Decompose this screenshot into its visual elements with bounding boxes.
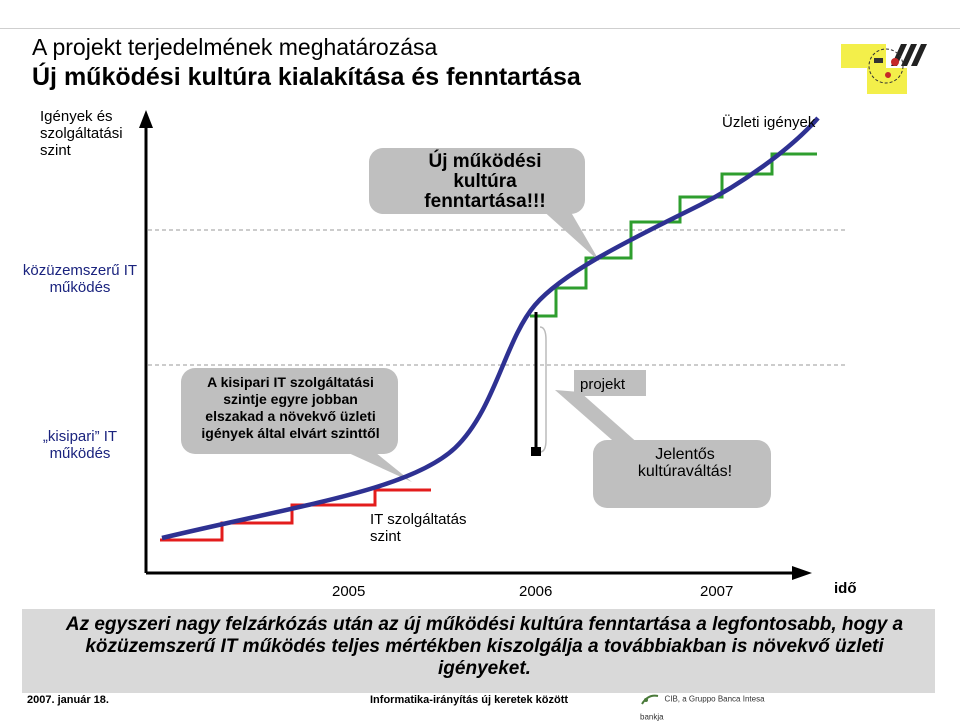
business-needs-curve: [161, 116, 820, 541]
it-service-label: IT szolgáltatás szint: [370, 511, 467, 545]
summary-text: Az egyszeri nagy felzárkózás után az új …: [65, 614, 904, 679]
gap-bubble-text: A kisipari IT szolgáltatási szintje egyr…: [201, 374, 380, 441]
year-label: 2007: [700, 583, 734, 600]
business-needs-label: Üzleti igények: [722, 114, 816, 131]
culture-bubble-text: Új működési kultúra fenntartása!!!: [424, 151, 546, 212]
project-pointer: [555, 390, 640, 447]
culture-change-text: Jelentős kultúraváltás!: [637, 446, 733, 480]
footer-logo: CIB, a Gruppo Banca Intesa bankja: [640, 690, 790, 721]
y-axis-label: Igények és szolgáltatási szint: [40, 108, 123, 159]
red-steps: [160, 488, 431, 542]
culture-change-bubble: [593, 440, 771, 508]
culture-bubble: [369, 148, 585, 214]
corner-logo: [841, 42, 931, 94]
year-label: 2006: [519, 583, 553, 600]
bank-logo-icon: [641, 694, 659, 705]
year-label: 2005: [332, 583, 366, 600]
level-high-label: közüzemszerű IT működés: [22, 262, 138, 296]
x-axis-label: idő: [834, 580, 857, 597]
summary-panel: [22, 609, 935, 693]
project-line-end: [531, 447, 541, 456]
project-label: projekt: [580, 376, 626, 393]
x-axis-arrow: [792, 566, 812, 580]
level-low-label: „kisipari” IT működés: [42, 428, 118, 462]
header-divider: [0, 28, 960, 29]
gap-bubble: [181, 368, 398, 454]
footer-date: 2007. január 18.: [27, 694, 109, 706]
project-bracket: [539, 326, 547, 453]
footer-center: Informatika-irányítás új keretek között: [370, 694, 569, 706]
page-subtitle: Új működési kultúra kialakítása és fennt…: [32, 63, 581, 91]
y-axis-arrow: [139, 110, 153, 128]
green-steps: [530, 152, 817, 318]
page-title: A projekt terjedelmének meghatározása: [32, 34, 438, 60]
project-box: [574, 370, 646, 396]
